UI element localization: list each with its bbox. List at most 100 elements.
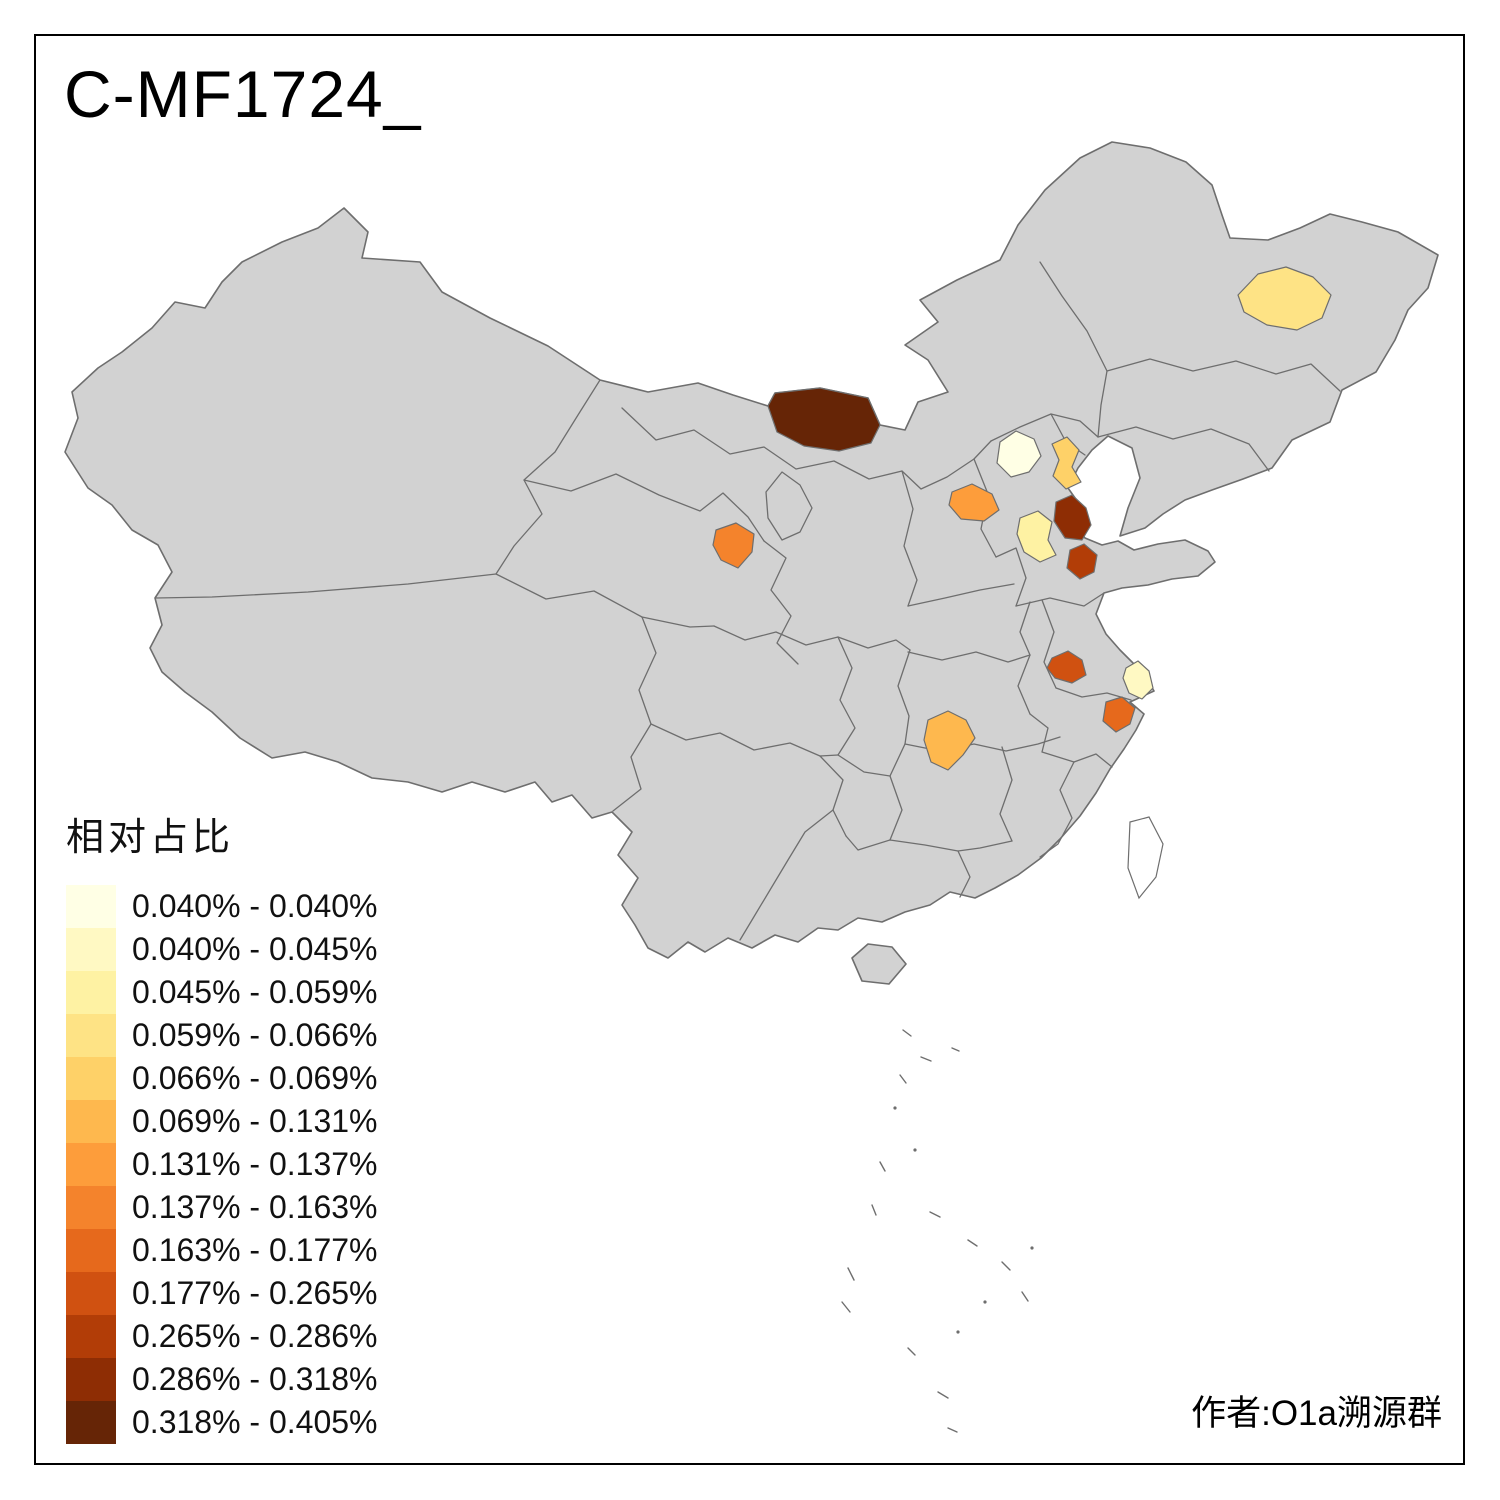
island-mark: [937, 1391, 949, 1399]
legend-swatch: [66, 1358, 116, 1401]
legend-label: 0.163% - 0.177%: [132, 1232, 378, 1268]
legend-label: 0.040% - 0.040%: [132, 888, 378, 924]
island-mark: [947, 1427, 958, 1433]
border-line: [1015, 592, 1105, 607]
region-north-border: [767, 387, 881, 452]
legend-swatch: [66, 971, 116, 1014]
border-line: [1106, 358, 1341, 392]
attribution-text: 作者:O1a溯源群: [1191, 1394, 1442, 1433]
legend-label: 0.265% - 0.286%: [132, 1318, 378, 1354]
border-line: [523, 473, 765, 542]
border-line: [837, 636, 856, 756]
border-line: [819, 755, 847, 837]
legend-entry: 0.069% - 0.131%: [66, 1100, 378, 1143]
border-line: [621, 407, 992, 490]
legend-label: 0.040% - 0.045%: [132, 931, 378, 967]
island-dot: [983, 1300, 987, 1304]
island-dot: [893, 1106, 897, 1110]
region-anhui-area: [1046, 650, 1087, 684]
island-dot: [913, 1148, 917, 1152]
border-line: [837, 754, 891, 777]
legend-label: 0.069% - 0.131%: [132, 1103, 378, 1139]
legend-label: 0.137% - 0.163%: [132, 1189, 378, 1225]
island-mark: [847, 1267, 855, 1281]
legend-label: 0.286% - 0.318%: [132, 1361, 378, 1397]
island-mark: [929, 1211, 941, 1218]
legend-label: 0.177% - 0.265%: [132, 1275, 378, 1311]
island-mark: [871, 1204, 877, 1216]
legend-swatch: [66, 1100, 116, 1143]
hainan-island: [851, 943, 907, 985]
border-line: [901, 470, 918, 607]
legend-swatch: [66, 1014, 116, 1057]
taiwan-island: [1127, 816, 1164, 900]
border-line: [765, 471, 813, 541]
region-shanghai-area: [1122, 660, 1154, 700]
legend-entries: 0.040% - 0.040% 0.040% - 0.045% 0.045% - 0…: [66, 885, 378, 1444]
legend-entry: 0.059% - 0.066%: [66, 1014, 378, 1057]
legend-swatch: [66, 1229, 116, 1272]
legend-entry: 0.177% - 0.265%: [66, 1272, 378, 1315]
legend-entry: 0.318% - 0.405%: [66, 1401, 378, 1444]
border-line: [1097, 426, 1270, 472]
page-title: C-MF1724_: [64, 57, 422, 131]
island-mark: [902, 1029, 912, 1037]
legend-entry: 0.066% - 0.069%: [66, 1057, 378, 1100]
island-mark: [951, 1047, 960, 1052]
legend-swatch: [66, 1186, 116, 1229]
island-mark: [1001, 1261, 1011, 1271]
island-mark: [899, 1074, 907, 1084]
legend-label: 0.318% - 0.405%: [132, 1404, 378, 1440]
legend-swatch: [66, 1143, 116, 1186]
island-mark: [967, 1239, 978, 1247]
legend-title: 相对占比: [66, 817, 235, 859]
region-central-hebei: [948, 483, 1000, 522]
border-line: [763, 540, 799, 665]
border-line: [889, 743, 906, 841]
region-central-shandong: [1066, 543, 1098, 580]
island-mark: [1021, 1291, 1029, 1302]
legend-entry: 0.137% - 0.163%: [66, 1186, 378, 1229]
map-legend: 相对占比 0.040% - 0.040% 0.040% - 0.045% 0.045…: [66, 806, 378, 1444]
region-ningxia-area: [712, 522, 755, 569]
border-line: [1055, 687, 1132, 701]
border-line: [897, 649, 911, 745]
border-line: [1039, 761, 1075, 858]
border-line: [957, 850, 971, 898]
border-line: [155, 573, 497, 599]
region-hunan-area: [923, 710, 976, 771]
border-line: [1039, 261, 1108, 438]
border-line: [845, 835, 891, 851]
border-line: [713, 625, 911, 651]
region-bohai-coast: [1053, 494, 1092, 541]
legend-entry: 0.040% - 0.040%: [66, 885, 378, 928]
legend-label: 0.045% - 0.059%: [132, 974, 378, 1010]
region-northeast: [1237, 266, 1332, 331]
province-borders: [155, 261, 1341, 941]
border-line: [495, 573, 715, 628]
legend-swatch: [66, 885, 116, 928]
legend-swatch: [66, 928, 116, 971]
border-line: [999, 746, 1013, 842]
region-tianjin-area: [1051, 436, 1082, 490]
legend-entry: 0.045% - 0.059%: [66, 971, 378, 1014]
island-dot: [1030, 1246, 1034, 1250]
legend-entry: 0.286% - 0.318%: [66, 1358, 378, 1401]
border-line: [739, 809, 834, 941]
island-dot: [956, 1330, 960, 1334]
border-line: [907, 651, 1031, 663]
legend-label: 0.066% - 0.069%: [132, 1060, 378, 1096]
legend-swatch: [66, 1272, 116, 1315]
border-line: [995, 547, 1027, 607]
island-mark: [879, 1161, 886, 1172]
border-line: [907, 583, 1015, 607]
region-beijing-area: [996, 430, 1042, 478]
legend-entry: 0.040% - 0.045%: [66, 928, 378, 971]
region-west-shandong: [1016, 510, 1057, 563]
legend-swatch: [66, 1401, 116, 1444]
legend-swatch: [66, 1315, 116, 1358]
legend-label: 0.059% - 0.066%: [132, 1017, 378, 1053]
legend-swatch: [66, 1057, 116, 1100]
